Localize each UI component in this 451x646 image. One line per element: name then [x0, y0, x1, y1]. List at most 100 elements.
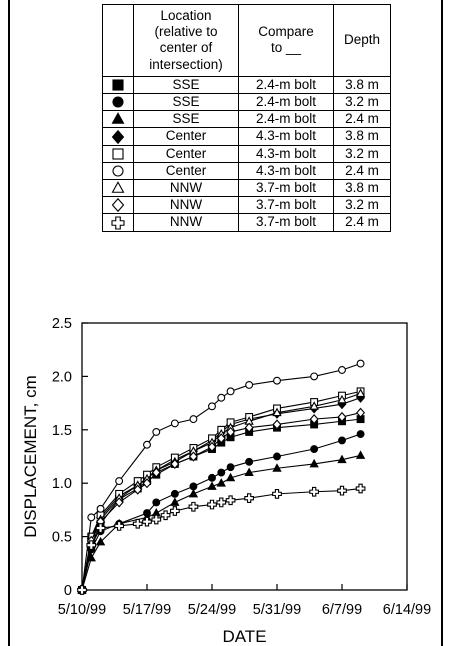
y-tick-label: 1.0: [52, 476, 72, 492]
data-point: [170, 489, 179, 498]
legend-location-cell: NNW: [133, 179, 239, 198]
series-line: [81, 363, 361, 591]
y-tick-label: 2.0: [52, 369, 72, 385]
legend-row: Center 4.3-m bolt 3.8 m: [102, 127, 391, 146]
x-axis-label: DATE: [222, 627, 266, 646]
legend-header-location: Location (relative to center of intersec…: [133, 4, 239, 77]
legend-location-cell: SSE: [133, 110, 239, 129]
data-point: [337, 394, 347, 404]
data-point: [86, 552, 96, 562]
data-point: [188, 501, 199, 512]
series-filled-circle: [78, 430, 365, 594]
legend-location-cell: SSE: [133, 93, 239, 112]
data-point: [310, 372, 319, 381]
legend-depth-cell: 2.4 m: [333, 213, 391, 232]
data-point: [217, 393, 226, 402]
data-point: [272, 407, 282, 417]
data-point: [133, 484, 143, 495]
data-point: [132, 518, 143, 529]
data-point: [115, 477, 124, 486]
data-point: [152, 498, 161, 507]
data-point: [160, 510, 171, 521]
data-point: [207, 499, 217, 510]
legend-depth-cell: 3.8 m: [333, 179, 391, 198]
data-point: [309, 458, 319, 468]
data-point: [309, 401, 319, 410]
data-point: [95, 536, 106, 546]
data-point: [337, 411, 347, 423]
data-point: [356, 407, 366, 418]
data-point: [95, 523, 106, 533]
data-point: [86, 540, 97, 551]
data-point: [170, 419, 179, 428]
data-point: [337, 485, 347, 496]
x-tick-label: 6/7/99: [322, 602, 362, 618]
legend-compare-cell: 3.7-m bolt: [238, 213, 334, 232]
filled-triangle-marker-icon: [111, 112, 125, 125]
legend-location-cell: SSE: [133, 75, 239, 95]
data-point: [114, 497, 124, 508]
legend-row: SSE 2.4-m bolt 3.2 m: [102, 93, 391, 112]
data-point: [189, 415, 198, 424]
open-circle-marker-icon: [112, 165, 124, 177]
data-point: [273, 376, 281, 385]
legend-symbol-cell: [102, 93, 134, 112]
legend-row: SSE 2.4-m bolt 2.4 m: [102, 110, 391, 129]
data-point: [216, 478, 226, 487]
open-diamond-marker-icon: [111, 198, 125, 213]
series-open-circle: [78, 359, 365, 594]
x-tick-label: 5/31/99: [253, 602, 301, 618]
legend-location-cell: Center: [133, 161, 239, 181]
data-point: [244, 493, 255, 504]
data-point: [169, 506, 180, 516]
x-tick-label: 5/17/99: [123, 602, 171, 618]
legend-header-row: Location (relative to center of intersec…: [102, 4, 391, 77]
legend-row: NNW 3.7-m bolt 2.4 m: [102, 213, 391, 232]
data-point: [225, 472, 236, 482]
series-open-cross: [77, 483, 366, 595]
legend-location-cell: Center: [133, 144, 239, 163]
data-point: [217, 468, 226, 477]
data-point: [272, 463, 282, 472]
series-line: [81, 454, 361, 591]
legend-compare-cell: 4.3-m bolt: [238, 127, 334, 146]
data-point: [188, 488, 199, 498]
data-point: [226, 387, 235, 396]
data-point: [152, 427, 161, 436]
legend-compare-cell: 2.4-m bolt: [238, 93, 334, 112]
legend-compare-cell: 2.4-m bolt: [238, 110, 334, 129]
x-tick-label: 6/14/99: [383, 602, 431, 618]
data-point: [355, 450, 366, 459]
data-point: [338, 436, 346, 445]
legend-row: SSE 2.4-m bolt 3.8 m: [102, 75, 391, 95]
legend-depth-cell: 3.2 m: [333, 93, 391, 112]
legend-body: SSE 2.4-m bolt 3.8 m SSE 2.4-m bolt 3.2 m SSE 2…: [102, 75, 391, 232]
data-point: [170, 458, 180, 470]
data-point: [273, 452, 281, 461]
data-point: [355, 483, 366, 494]
data-point: [356, 430, 365, 439]
legend-row: Center 4.3-m bolt 3.2 m: [102, 144, 391, 163]
data-point: [309, 414, 319, 425]
filled-diamond-marker-icon: [111, 129, 125, 144]
legend-depth-cell: 3.8 m: [333, 127, 391, 146]
data-point: [226, 463, 235, 472]
x-tick-label: 5/24/99: [188, 602, 236, 618]
data-point: [310, 445, 319, 453]
legend-depth-cell: 2.4 m: [333, 110, 391, 129]
legend-depth-cell: 3.2 m: [333, 196, 391, 215]
data-point: [114, 521, 125, 531]
data-point: [151, 514, 162, 525]
data-point: [170, 497, 180, 506]
legend-depth-cell: 3.8 m: [333, 75, 391, 95]
data-point: [244, 467, 254, 476]
data-point: [207, 441, 217, 452]
legend-header-depth: Depth: [333, 4, 391, 77]
frame-right-border: [441, 0, 443, 646]
legend-depth-cell: 2.4 m: [333, 161, 391, 181]
frame-left-border: [8, 0, 10, 646]
legend-symbol-cell: [102, 161, 134, 181]
data-point: [143, 440, 151, 449]
legend-compare-cell: 2.4-m bolt: [238, 75, 334, 95]
filled-circle-marker-icon: [112, 96, 124, 108]
